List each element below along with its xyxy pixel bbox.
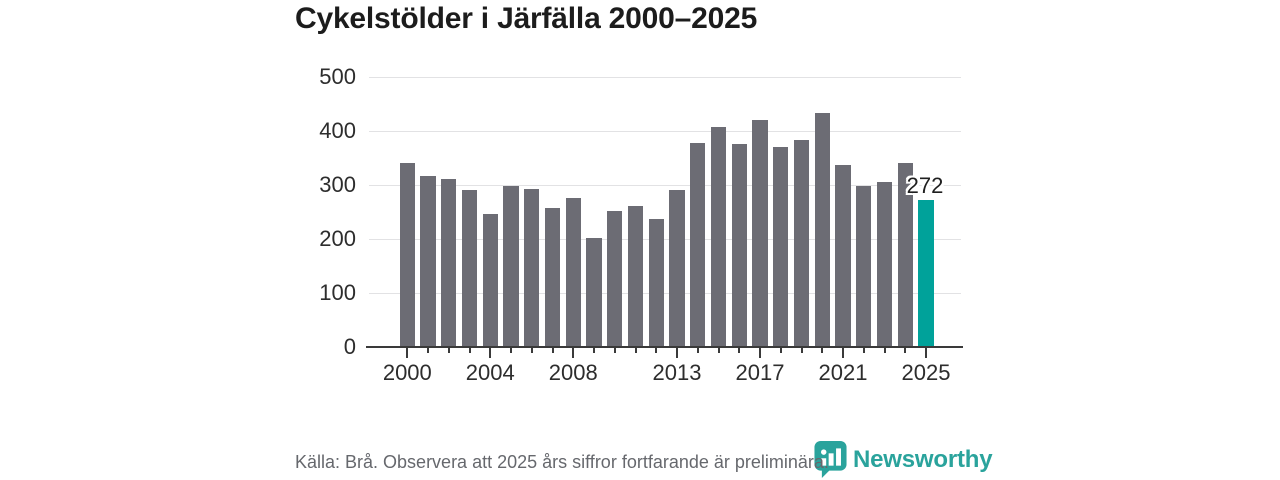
x-tick-2012 [655,348,658,353]
bar-2015 [710,126,727,347]
x-tick-2020 [821,348,824,353]
x-tick-2022 [862,348,865,353]
x-tick-2011 [634,348,637,353]
plot-area: 272 [366,77,963,348]
x-tick-2019 [800,348,803,353]
newsworthy-logo: Newsworthy [814,441,993,478]
gridline-200 [369,239,961,240]
x-axis-label-2025: 2025 [901,360,951,385]
x-tick-2005 [510,348,513,353]
x-axis-label-2000: 2000 [382,360,432,385]
x-axis-label-2021: 2021 [818,360,868,385]
x-tick-2023 [883,348,886,353]
bar-2007 [544,207,561,347]
gridline-400 [369,131,961,132]
bar-2024 [897,163,913,347]
bar-2013 [669,190,685,347]
x-tick-2017 [759,348,762,358]
bar-2023 [876,182,893,347]
bar-2019 [793,140,810,347]
bar-2011 [627,206,644,347]
x-tick-2013 [676,348,679,358]
newsworthy-speech-bubble-chart-icon [814,441,847,478]
bar-2021 [835,165,851,347]
x-tick-2004 [489,348,492,358]
source-note: Källa: Brå. Observera att 2025 års siffr… [295,452,829,472]
bar-2008 [565,197,581,347]
bar-2017 [752,120,768,347]
y-axis-label-200: 200 [319,226,356,251]
x-axis: 2000 2004 2008 2013 2017 2021 2025 [369,347,961,392]
bar-2025 [918,200,934,347]
bar-2000 [399,163,415,347]
value-label-2025: 272 [906,173,944,199]
x-tick-2006 [530,348,533,353]
x-tick-2021 [842,348,844,358]
bar-2005 [503,186,519,347]
bar-2009 [586,237,602,347]
x-axis-label-2017: 2017 [735,360,785,385]
bar-2020 [814,112,830,347]
y-axis-label-300: 300 [319,172,356,197]
x-tick-2000 [406,348,409,358]
bar-2002 [441,179,457,347]
x-axis-label-2013: 2013 [652,360,702,385]
bar-2010 [607,211,623,347]
x-tick-2010 [613,348,616,353]
x-tick-2009 [593,348,596,353]
bar-2016 [731,143,747,347]
y-axis-label-500: 500 [319,64,356,89]
x-axis-line [366,346,963,348]
x-axis-label-2004: 2004 [465,360,515,385]
y-axis-label-100: 100 [319,280,356,305]
x-tick-2001 [427,348,430,353]
y-axis-labels: 0 100 200 300 400 500 [278,64,356,359]
bar-2004 [482,213,498,347]
bar-2022 [856,186,872,347]
gridline-100 [369,293,961,294]
x-tick-2014 [696,348,699,353]
gridline-300 [369,185,961,186]
bar-2018 [773,146,789,347]
x-tick-2007 [551,348,554,353]
x-tick-2008 [572,348,575,358]
x-tick-2018 [779,348,782,353]
x-tick-2025 [925,348,927,358]
x-tick-2003 [468,348,471,353]
x-axis-label-2008: 2008 [548,360,598,385]
bar-2006 [524,188,540,347]
x-tick-2015 [717,348,720,353]
x-tick-2016 [738,348,741,353]
bar-2012 [648,219,664,347]
bar-2003 [461,189,478,347]
y-axis-label-0: 0 [343,334,356,359]
newsworthy-wordmark: Newsworthy [853,445,993,473]
x-tick-2002 [447,348,450,353]
bar-2014 [690,143,706,347]
y-axis-label-400: 400 [319,118,356,143]
chart-title: Cykelstölder i Järfälla 2000–2025 [295,2,758,35]
bar-2001 [420,175,436,347]
gridline-500 [369,77,961,78]
x-tick-2024 [904,348,907,353]
